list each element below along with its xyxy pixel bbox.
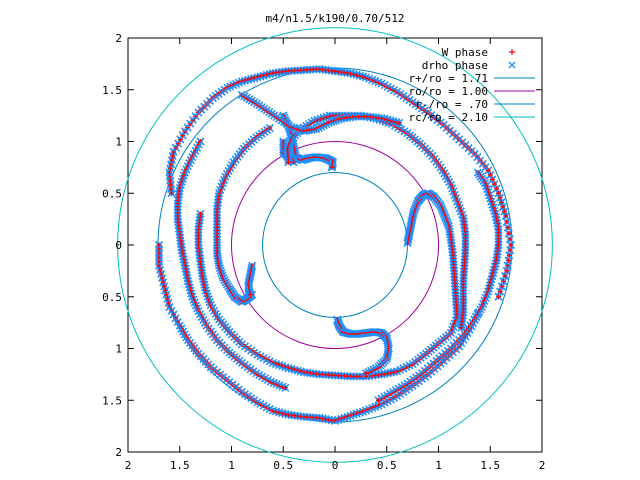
w-point-0-11 — [162, 288, 168, 294]
ref-circle-1 — [231, 141, 439, 349]
w-point-1-128 — [506, 230, 512, 236]
w-point-1-135 — [504, 268, 510, 274]
legend-label-5: rc/ro = 2.10 — [409, 111, 488, 124]
y-tick-label-5: 0.5 — [102, 291, 122, 304]
x-tick-label-0: 2 — [125, 459, 132, 472]
w-point-1-120 — [496, 190, 502, 196]
data-points — [154, 64, 516, 426]
y-tick-label-0: 2 — [115, 32, 122, 45]
w-point-1-123 — [500, 204, 506, 210]
w-point-1-121 — [497, 195, 503, 201]
w-point-1-133 — [505, 258, 511, 264]
w-point-5-25 — [285, 159, 291, 165]
w-point-1-126 — [504, 219, 510, 225]
w-point-1-136 — [502, 273, 508, 279]
w-point-1-127 — [505, 225, 511, 231]
w-point-9-15 — [247, 292, 253, 298]
x-tick-label-6: 1 — [435, 459, 442, 472]
ref-circle-3 — [117, 27, 553, 463]
legend-label-0: W phase — [442, 46, 488, 59]
w-point-1-5 — [166, 170, 172, 176]
w-point-1-9 — [170, 153, 176, 159]
y-tick-label-1: 1.5 — [102, 84, 122, 97]
y-tick-label-7: 1.5 — [102, 394, 122, 407]
x-tick-label-5: 0.5 — [377, 459, 397, 472]
w-point-1-137 — [500, 278, 506, 284]
legend-label-4: r-/ro = .70 — [415, 98, 488, 111]
x-tick-label-7: 1.5 — [480, 459, 500, 472]
w-point-1-6 — [167, 165, 173, 171]
w-point-1-129 — [507, 236, 513, 242]
w-point-6-200 — [197, 211, 203, 217]
legend-swatch-1 — [508, 61, 516, 69]
x-tick-label-1: 1.5 — [170, 459, 190, 472]
legend-label-2: r+/ro = 1.71 — [409, 72, 488, 85]
w-point-3-15 — [291, 159, 297, 165]
w-point-12-60 — [396, 120, 402, 126]
y-tick-label-4: 0 — [115, 239, 122, 252]
w-point-10-85 — [375, 397, 381, 403]
w-point-1-140 — [496, 294, 502, 300]
y-tick-label-8: 2 — [115, 446, 122, 459]
w-point-1-125 — [503, 213, 509, 219]
w-point-0-9 — [160, 279, 166, 285]
w-point-0-5 — [156, 263, 162, 269]
x-tick-label-4: 0 — [332, 459, 339, 472]
w-point-1-130 — [508, 242, 514, 248]
legend-swatch-0 — [509, 49, 515, 55]
w-point-2-55 — [329, 164, 335, 170]
w-point-0-8 — [159, 275, 165, 281]
w-point-7-60 — [363, 370, 369, 376]
x-tick-label-8: 2 — [539, 459, 546, 472]
w-point-0-10 — [161, 283, 167, 289]
w-point-0-7 — [158, 271, 164, 277]
ref-circle-2 — [262, 172, 408, 318]
y-tick-label-6: 1 — [115, 343, 122, 356]
y-tick-label-3: 0.5 — [102, 187, 122, 200]
chart-title: m4/n1.5/k190/0.70/512 — [265, 12, 404, 25]
y-tick-label-2: 1 — [115, 136, 122, 149]
w-point-1-138 — [499, 283, 505, 289]
w-point-1-132 — [506, 252, 512, 258]
w-point-0-14 — [165, 300, 171, 306]
w-point-0-12 — [163, 292, 169, 298]
w-point-8-80 — [267, 125, 273, 131]
x-tick-label-2: 1 — [228, 459, 235, 472]
legend-label-1: drho phase — [422, 59, 488, 72]
w-point-1-131 — [507, 247, 513, 253]
axis-ticks: 2 1.5 1 0.5 0 0.5 1 1.5 221.510.500.511.52 — [102, 32, 545, 472]
w-point-1-139 — [497, 289, 503, 295]
w-point-0-13 — [164, 296, 170, 302]
w-point-11-90 — [282, 385, 288, 391]
w-point-1-124 — [501, 208, 507, 214]
legend-label-3: ro/ro = 1.00 — [409, 85, 488, 98]
w-point-1-7 — [168, 161, 174, 167]
x-tick-label-3: 0.5 — [273, 459, 293, 472]
w-point-1-122 — [498, 199, 504, 205]
w-point-1-8 — [169, 157, 175, 163]
w-point-1-134 — [505, 263, 511, 269]
w-point-0-6 — [157, 267, 163, 273]
